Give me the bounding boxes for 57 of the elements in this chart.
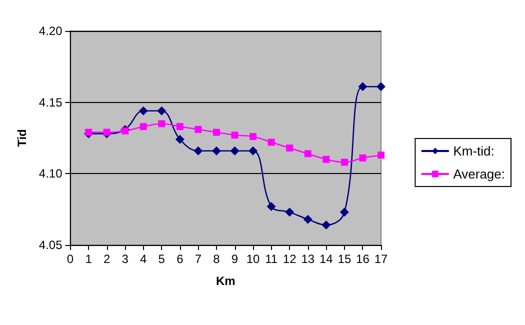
point [140, 123, 147, 130]
x-tick-label: 14 [319, 252, 334, 266]
point [268, 138, 275, 146]
point [340, 158, 348, 166]
point [158, 120, 166, 128]
point [322, 220, 331, 230]
x-tick-label: 11 [265, 252, 278, 266]
x-tick-label: 4 [140, 252, 148, 266]
point [286, 144, 294, 152]
x-tick-label: 16 [356, 252, 370, 266]
x-tick-label: 8 [213, 252, 220, 266]
y-tick-label: 4.10 [38, 166, 63, 181]
y-tick-label: 4.05 [38, 238, 63, 252]
point [194, 126, 202, 133]
x-tick-label: 13 [301, 252, 315, 266]
x-tick-label: 7 [194, 252, 202, 266]
legend-label: Km-tid: [453, 144, 494, 158]
point [230, 146, 240, 156]
x-tick-label: 12 [282, 252, 297, 266]
point [250, 133, 257, 140]
point [248, 146, 258, 156]
point [122, 127, 129, 134]
point [304, 150, 312, 158]
point [157, 106, 166, 116]
point [358, 82, 368, 92]
x-tick-label: 5 [158, 252, 166, 266]
x-tick-label: 1 [85, 252, 92, 266]
point [359, 154, 366, 162]
point [212, 128, 220, 136]
point [231, 132, 238, 139]
legend-label: Average: [453, 166, 505, 182]
point [322, 156, 330, 163]
x-tick-label: 0 [66, 252, 74, 266]
point [176, 123, 184, 130]
x-tick-label: 10 [246, 252, 260, 266]
point [103, 128, 110, 136]
point [303, 214, 312, 224]
point [376, 82, 386, 92]
point [175, 134, 184, 144]
y-axis-title: Tid [15, 129, 29, 147]
x-tick-label: 15 [338, 252, 352, 266]
x-tick-label: 2 [103, 252, 110, 266]
point [212, 146, 221, 156]
y-tick-label: 4.15 [38, 95, 63, 110]
x-tick-label: 3 [122, 252, 129, 266]
point [194, 146, 203, 156]
point [340, 208, 349, 217]
x-axis-title: Km [216, 274, 236, 288]
x-tick-label: 9 [231, 252, 238, 266]
y-tick-label: 4.20 [38, 24, 63, 38]
point [138, 106, 148, 116]
point [266, 202, 276, 211]
point [85, 128, 92, 136]
x-tick-label: 6 [176, 252, 184, 266]
point [285, 208, 294, 217]
x-tick-label: 17 [374, 252, 388, 266]
point [378, 152, 384, 159]
